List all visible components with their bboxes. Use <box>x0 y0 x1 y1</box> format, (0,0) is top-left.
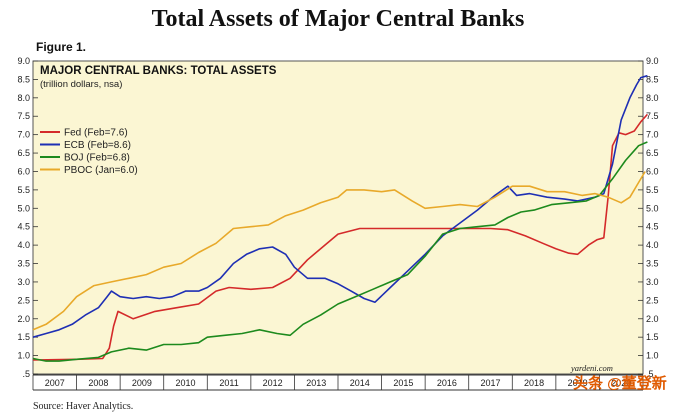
series-line-4 <box>32 171 646 331</box>
series-line-2 <box>32 74 648 338</box>
y-tick-label-right: 1.0 <box>646 351 659 361</box>
y-tick-label-right: 4.0 <box>646 240 659 250</box>
legend-label: BOJ (Feb=6.8) <box>64 153 130 164</box>
y-tick-label-left: 7.0 <box>17 130 30 140</box>
x-tick-label: 2011 <box>219 378 238 388</box>
y-tick-label-left: 8.0 <box>17 93 30 103</box>
y-tick-label-left: 6.0 <box>17 166 30 176</box>
source-note: Source: Haver Analytics. <box>33 401 134 412</box>
chart-credit: yardeni.com <box>570 363 613 373</box>
y-tick-label-left: 5.5 <box>17 185 30 195</box>
y-tick-label-right: 4.5 <box>646 222 659 232</box>
chart-subtitle: (trillion dollars, nsa) <box>40 79 122 90</box>
y-tick-label-left: 2.0 <box>17 314 30 324</box>
series-lines <box>32 74 648 362</box>
y-tick-label-right: 5.0 <box>646 203 659 213</box>
x-tick-label: 2019 <box>568 378 588 388</box>
x-axis <box>32 374 644 391</box>
x-tick-label: 2007 <box>45 378 65 388</box>
y-axis-right: 9.0 8.5 8.0 7.5 7.0 6.5 6.0 5.5 5.0 4.5 4.0 3.5 3.0 2… <box>638 56 659 379</box>
x-tick-label: 2012 <box>263 378 283 388</box>
y-tick-label-left: 7.5 <box>17 111 30 121</box>
y-tick-label-left: 3.5 <box>17 259 30 269</box>
series-line-3 <box>32 141 648 362</box>
x-tick-label: 2010 <box>175 378 195 388</box>
y-axis-left: 9.0 8.5 8.0 7.5 7.0 6.5 6.0 5.5 5.0 4.5 4.0 3.5 3.0 2… <box>17 56 38 379</box>
y-tick-label-right: 3.0 <box>646 277 659 287</box>
y-tick-label-left: 6.5 <box>17 148 30 158</box>
x-tick-label: 2020 <box>611 378 631 388</box>
y-tick-label-left: 5.0 <box>17 203 30 213</box>
y-tick-label-right: 2.5 <box>646 295 659 305</box>
plot-area <box>32 60 644 375</box>
x-tick-label: 2015 <box>393 378 413 388</box>
y-tick-label-right: 7.0 <box>646 130 659 140</box>
legend-label: ECB (Feb=8.6) <box>64 140 131 151</box>
y-tick-label-left: 1.5 <box>17 332 30 342</box>
watermark: 头条 @董登新 <box>573 375 667 392</box>
y-tick-label-right: 8.0 <box>646 93 659 103</box>
y-tick-label-left: 4.0 <box>17 240 30 250</box>
y-tick-label-left: 2.5 <box>17 295 30 305</box>
y-tick-label-left: .5 <box>22 369 30 379</box>
legend-label: Fed (Feb=7.6) <box>64 128 128 139</box>
x-axis-labels: 2007 2008 2009 2010 2011 2012 2013 2014 2015 2016… <box>45 378 631 388</box>
page-title: Total Assets of Major Central Banks <box>151 6 525 32</box>
y-tick-label-left: 4.5 <box>17 222 30 232</box>
x-tick-label: 2009 <box>132 378 152 388</box>
y-tick-label-right: 5.5 <box>646 185 659 195</box>
x-tick-label: 2008 <box>88 378 108 388</box>
x-tick-label: 2018 <box>524 378 544 388</box>
chart-title: MAJOR CENTRAL BANKS: TOTAL ASSETS <box>40 65 277 77</box>
x-tick-label: 2014 <box>350 378 370 388</box>
y-tick-label-right: 6.0 <box>646 166 659 176</box>
y-tick-label-right: 3.5 <box>646 259 659 269</box>
y-tick-label-right: 9.0 <box>646 56 659 66</box>
y-tick-label-right: 6.5 <box>646 148 659 158</box>
y-tick-label-left: 3.0 <box>17 277 30 287</box>
x-tick-label: 2016 <box>437 378 457 388</box>
y-tick-label-right: 1.5 <box>646 332 659 342</box>
y-tick-label-left: 9.0 <box>17 56 30 66</box>
x-tick-label: 2013 <box>306 378 326 388</box>
y-tick-label-right: 8.5 <box>646 74 659 84</box>
legend: Fed (Feb=7.6)ECB (Feb=8.6) BOJ (Feb=6.8)P… <box>40 128 138 176</box>
y-tick-label-right: 7.5 <box>646 111 659 121</box>
series-line-1 <box>32 113 648 361</box>
figure-label: Figure 1. <box>36 40 87 54</box>
y-tick-label-left: 8.5 <box>17 74 30 84</box>
legend-label: PBOC (Jan=6.0) <box>64 165 138 176</box>
y-tick-label-right: 2.0 <box>646 314 659 324</box>
x-tick-label: 2017 <box>480 378 500 388</box>
y-tick-label-left: 1.0 <box>17 351 30 361</box>
y-tick-label-right: .5 <box>646 369 654 379</box>
